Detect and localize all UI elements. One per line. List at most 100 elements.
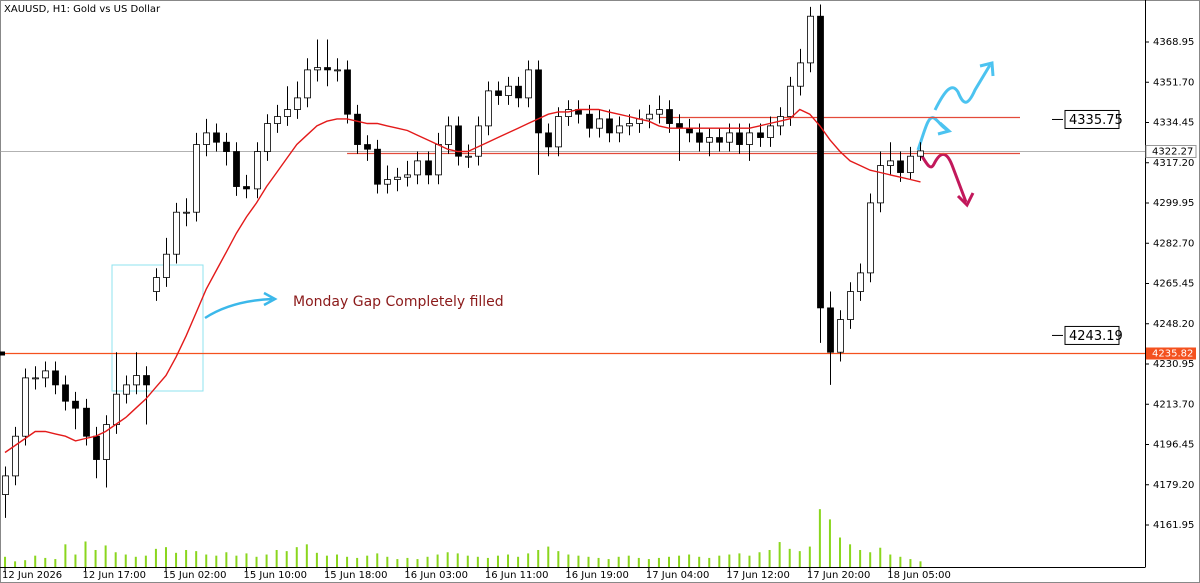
- candle-body: [807, 15, 814, 64]
- candle-body: [324, 67, 331, 71]
- candle-body: [22, 377, 29, 437]
- volume-bar: [205, 554, 208, 567]
- candle-body: [495, 90, 502, 96]
- y-tick-label: 4334.45: [1153, 118, 1194, 129]
- volume-bar: [114, 552, 117, 567]
- volume-bar: [869, 552, 872, 567]
- volume-bar: [587, 556, 590, 567]
- candle-body: [475, 125, 482, 157]
- x-tick-label: 16 Jun 11:00: [485, 570, 549, 581]
- volume-bar: [678, 555, 681, 567]
- volume-bar: [617, 556, 620, 567]
- volume-bar: [416, 559, 419, 567]
- candle-body: [726, 132, 733, 143]
- volume-bar: [124, 554, 127, 567]
- candle-body: [113, 393, 120, 425]
- volume-bar: [708, 557, 711, 567]
- volume-bar: [788, 548, 791, 567]
- volume-bar: [507, 554, 510, 567]
- annotation-arrow: [204, 297, 273, 320]
- y-tick-label: 4179.20: [1153, 480, 1194, 491]
- x-tick-label: 12 Jun 17:00: [83, 570, 147, 581]
- candle-body: [284, 109, 291, 117]
- candle-body: [425, 160, 432, 176]
- candle-body: [163, 253, 170, 278]
- x-tick-label: 17 Jun 12:00: [726, 570, 790, 581]
- volume-bar: [366, 555, 369, 567]
- candle-body: [243, 186, 250, 190]
- candle-body: [123, 384, 130, 395]
- candle-body: [867, 202, 874, 274]
- x-tick-label: 15 Jun 02:00: [163, 570, 227, 581]
- volume-bar: [486, 557, 489, 567]
- candle-body: [445, 125, 452, 145]
- volume-bar: [839, 537, 842, 567]
- candle-body: [344, 69, 351, 115]
- y-tick-label: 4351.70: [1153, 77, 1194, 88]
- volume-bar: [164, 547, 167, 567]
- volume-bar: [265, 554, 268, 567]
- volume-bar: [637, 557, 640, 567]
- candle-body: [525, 69, 532, 99]
- candle-body: [666, 109, 673, 124]
- candle-body: [817, 15, 824, 309]
- candle-body: [254, 151, 261, 190]
- volume-bar: [84, 541, 87, 567]
- candle-body: [32, 377, 39, 380]
- candle-body: [545, 132, 552, 148]
- x-tick-label: 15 Jun 18:00: [324, 570, 388, 581]
- volume-bar: [909, 559, 912, 567]
- candle-body: [193, 144, 200, 213]
- marker-label: 4335.75: [1069, 113, 1123, 128]
- candle-body: [787, 85, 794, 117]
- volume-bar: [195, 551, 198, 567]
- marker-label: 4243.19: [1069, 329, 1123, 344]
- candle-body: [143, 375, 150, 386]
- candle-body: [2, 475, 9, 495]
- volume-bar: [305, 544, 308, 567]
- volume-bar: [859, 549, 862, 567]
- y-tick-label: 4299.95: [1153, 198, 1194, 209]
- volume-bar: [134, 556, 137, 567]
- y-tick-label: 4213.70: [1153, 399, 1194, 410]
- candle-body: [334, 69, 341, 72]
- alert-price-label: 4235.82: [1152, 349, 1193, 360]
- x-tick-label: 17 Jun 20:00: [807, 570, 871, 581]
- volume-bar: [285, 551, 288, 567]
- candle-body: [314, 67, 321, 71]
- volume-bar: [688, 554, 691, 567]
- candle-body: [857, 272, 864, 292]
- volume-bar: [698, 556, 701, 567]
- candle-body: [736, 132, 743, 145]
- candle-body: [374, 148, 381, 185]
- volume-bar: [607, 559, 610, 567]
- y-tick-label: 4161.95: [1153, 520, 1194, 531]
- candle-body: [565, 109, 572, 117]
- alert-price-box: [1146, 347, 1196, 360]
- volume-bar: [748, 555, 751, 567]
- current-price-box: [1145, 145, 1197, 158]
- volume-bar: [64, 544, 67, 567]
- chart-title: XAUUSD, H1: Gold vs US Dollar: [4, 4, 161, 15]
- volume-bar: [104, 545, 107, 567]
- volume-bar: [647, 559, 650, 567]
- y-tick-label: 4282.70: [1153, 238, 1194, 249]
- candle-body: [354, 113, 361, 145]
- volume-bar: [808, 546, 811, 567]
- volume-bar: [537, 549, 540, 567]
- candle-body: [394, 176, 401, 180]
- candle-body: [505, 85, 512, 96]
- candle-body: [72, 400, 79, 409]
- volume-bar: [154, 548, 157, 567]
- volume-bar: [466, 555, 469, 567]
- candle-body: [877, 165, 884, 204]
- x-tick-label: 16 Jun 03:00: [404, 570, 468, 581]
- candle-body: [686, 127, 693, 134]
- volume-bar: [34, 555, 37, 567]
- marker-box: [1064, 325, 1120, 345]
- alert-marker: [0, 351, 5, 356]
- volume-bar: [818, 509, 821, 567]
- volume-bar: [879, 547, 882, 567]
- candle-body: [746, 132, 753, 145]
